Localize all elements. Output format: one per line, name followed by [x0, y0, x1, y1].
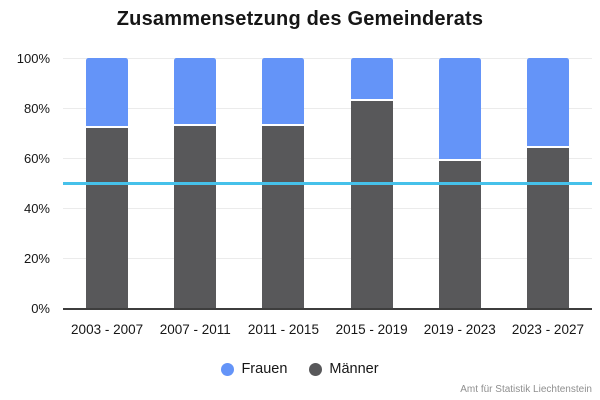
x-axis-labels: 2003 - 2007 2007 - 2011 2011 - 2015 2015 - … [63, 321, 592, 338]
bar-segment-frauen[interactable] [86, 58, 129, 126]
gridline-80 [63, 107, 592, 109]
bar-segment-separator [526, 146, 569, 148]
bar-segment-frauen[interactable] [438, 58, 481, 159]
legend-dot-icon [309, 362, 323, 376]
gridline-20 [63, 257, 592, 259]
bar-2019-2023[interactable] [438, 58, 481, 308]
bar-segment-männer[interactable] [86, 128, 129, 308]
bar-segment-männer[interactable] [174, 125, 217, 308]
y-tick-label-20: 20% [23, 250, 50, 266]
gridline-60 [63, 157, 592, 159]
bar-2015-2019[interactable] [350, 58, 393, 308]
legend-label: Frauen [241, 361, 288, 377]
y-tick-label-0: 0% [31, 300, 50, 316]
x-tick-label-2011-2015: 2011 - 2015 [247, 322, 319, 337]
source-attribution: Amt für Statistik Liechtenstein [460, 384, 592, 395]
plot-area: 0% 20% 40% 60% 80% 100% [17, 51, 592, 316]
bar-segment-separator [262, 123, 305, 126]
bar-segment-frauen[interactable] [526, 58, 569, 146]
bar-segment-frauen[interactable] [262, 58, 305, 124]
bar-segment-frauen[interactable] [174, 58, 217, 124]
x-tick-label-2015-2019: 2015 - 2019 [335, 322, 408, 337]
chart-legend: Frauen Männer [0, 361, 600, 377]
y-tick-label-40: 40% [23, 200, 50, 216]
bar-segment-männer[interactable] [262, 125, 305, 308]
bar-segment-männer[interactable] [438, 160, 481, 308]
bar-segment-separator [174, 123, 217, 126]
bar-segment-männer[interactable] [526, 148, 569, 308]
y-tick-label-80: 80% [23, 100, 50, 116]
gridline-40 [63, 207, 592, 209]
y-tick-label-60: 60% [23, 150, 50, 166]
x-tick-label-2019-2023: 2019 - 2023 [423, 322, 496, 337]
legend-dot-icon [221, 362, 235, 376]
x-tick-label-2023-2027: 2023 - 2027 [511, 322, 584, 337]
bar-2011-2015[interactable] [262, 58, 305, 308]
bar-segment-frauen[interactable] [350, 58, 393, 99]
bar-2003-2007[interactable] [86, 58, 129, 308]
y-tick-label-100: 100% [16, 50, 50, 66]
legend-item-frauen[interactable]: Frauen [221, 361, 287, 377]
chart-title: Zusammensetzung des Gemeinderats [116, 8, 484, 30]
bar-segment-separator [86, 126, 129, 128]
bar-segment-männer[interactable] [350, 100, 393, 308]
gridline-100 [63, 57, 592, 59]
x-axis-line [63, 308, 592, 310]
legend-item-manner[interactable]: Männer [309, 361, 379, 377]
reference-line-50pct [63, 181, 592, 185]
bar-segment-separator [438, 158, 481, 161]
bar-segment-separator [350, 98, 393, 101]
bar-2023-2027[interactable] [526, 58, 569, 308]
legend-label: Männer [329, 361, 379, 377]
x-tick-label-2007-2011: 2007 - 2011 [159, 322, 231, 337]
x-tick-label-2003-2007: 2003 - 2007 [71, 322, 144, 337]
bar-2007-2011[interactable] [174, 58, 217, 308]
